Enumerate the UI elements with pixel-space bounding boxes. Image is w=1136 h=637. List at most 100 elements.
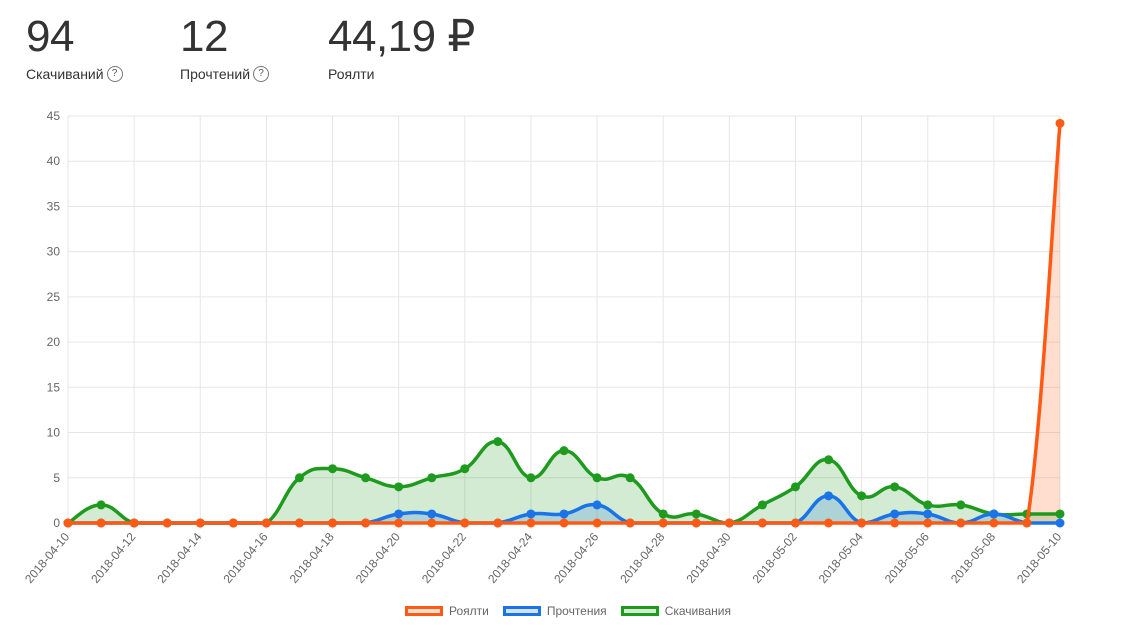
- data-point: [261, 518, 271, 528]
- legend-swatch: [405, 606, 443, 616]
- data-point: [328, 518, 338, 528]
- downloads-label: Скачиваний: [26, 66, 104, 82]
- data-point: [956, 518, 966, 528]
- data-point: [989, 509, 999, 519]
- x-tick-label: 2018-04-26: [551, 530, 601, 586]
- x-tick-label: 2018-04-16: [221, 530, 271, 586]
- downloads-help-icon[interactable]: ?: [106, 66, 123, 82]
- reads-count: 12: [180, 12, 228, 61]
- series-area: [68, 441, 1060, 523]
- data-point: [989, 518, 999, 528]
- data-point: [427, 509, 437, 519]
- data-point: [162, 518, 172, 528]
- data-point: [790, 518, 800, 528]
- x-tick-label: 2018-04-28: [617, 530, 667, 586]
- data-point: [493, 518, 503, 528]
- x-tick-label: 2018-05-08: [948, 530, 998, 586]
- royalty-label: Роялти: [328, 66, 375, 82]
- x-tick-label: 2018-04-20: [353, 530, 403, 586]
- data-point: [361, 473, 371, 483]
- data-point: [427, 473, 437, 483]
- data-point: [757, 518, 767, 528]
- y-tick-label: 45: [47, 109, 61, 123]
- data-point: [559, 509, 569, 519]
- data-point: [63, 518, 73, 528]
- data-point: [294, 518, 304, 528]
- data-point: [559, 518, 569, 528]
- data-point: [526, 473, 536, 483]
- x-tick-label: 2018-04-30: [683, 530, 733, 586]
- data-point: [427, 518, 437, 528]
- data-point: [195, 518, 205, 528]
- data-point: [96, 518, 106, 528]
- data-point: [691, 509, 701, 519]
- x-tick-label: 2018-04-24: [485, 530, 535, 586]
- x-tick-label: 2018-04-10: [22, 530, 72, 586]
- data-point: [923, 518, 933, 528]
- x-tick-label: 2018-05-10: [1014, 530, 1064, 586]
- line-chart: 0 5 10 15 20 25 30 35 40 45 2018-04-10 2018-04-12 20…: [22, 109, 1065, 586]
- x-tick-label: 2018-04-12: [88, 530, 138, 586]
- data-point: [658, 509, 668, 519]
- data-point: [824, 455, 834, 465]
- data-point: [625, 473, 635, 483]
- y-tick-label: 20: [47, 335, 61, 349]
- reads-help-icon[interactable]: ?: [253, 66, 270, 82]
- y-tick-label: 10: [47, 426, 61, 440]
- data-point: [1022, 518, 1032, 528]
- data-point: [493, 437, 503, 447]
- legend-label: Прочтения: [546, 604, 607, 618]
- x-tick-label: 2018-04-22: [419, 530, 469, 586]
- data-point: [890, 482, 900, 492]
- data-point: [658, 518, 668, 528]
- legend-swatch: [620, 606, 659, 616]
- legend-label: Скачивания: [664, 604, 731, 618]
- legend-swatch: [502, 606, 541, 616]
- data-point: [592, 500, 602, 510]
- data-point: [394, 482, 404, 492]
- reads-label: Прочтений: [180, 66, 251, 82]
- data-point: [592, 518, 602, 528]
- data-point: [923, 500, 933, 510]
- data-point: [96, 500, 106, 510]
- royalty-stat: 44,19 ₽ Роялти: [328, 12, 475, 82]
- y-tick-label: 40: [47, 154, 61, 168]
- downloads-stat: 94 Скачиваний ?: [26, 12, 123, 82]
- legend-item[interactable]: Скачивания: [620, 604, 731, 618]
- y-tick-label: 35: [47, 199, 61, 213]
- data-point: [294, 473, 304, 483]
- data-point: [1055, 518, 1065, 528]
- data-point: [1055, 509, 1065, 519]
- data-point: [824, 491, 834, 501]
- data-point: [460, 518, 470, 528]
- data-point: [857, 518, 867, 528]
- data-point: [824, 518, 834, 528]
- data-point: [460, 464, 470, 474]
- data-point: [757, 500, 767, 510]
- data-point: [724, 518, 734, 528]
- data-point: [857, 491, 867, 501]
- x-tick-label: 2018-04-18: [287, 530, 337, 586]
- data-point: [228, 518, 238, 528]
- data-point: [394, 509, 404, 519]
- royalty-amount: 44,19 ₽: [328, 12, 475, 61]
- data-point: [890, 518, 900, 528]
- x-tick-label: 2018-05-04: [816, 530, 866, 586]
- legend-item[interactable]: Прочтения: [502, 604, 607, 618]
- data-point: [890, 509, 900, 519]
- x-tick-label: 2018-05-06: [882, 530, 932, 586]
- data-point: [956, 500, 966, 510]
- y-tick-label: 25: [47, 290, 61, 304]
- data-point: [526, 509, 536, 519]
- x-tick-label: 2018-04-14: [154, 530, 204, 586]
- legend-item[interactable]: Роялти: [405, 604, 489, 618]
- y-tick-label: 5: [53, 471, 60, 485]
- data-point: [1055, 118, 1065, 128]
- stats-panel: 94 Скачиваний ? 12 Прочтений ? 44,19 ₽ Р…: [0, 0, 1136, 100]
- chart-legend: Роялти Прочтения Скачивания: [0, 604, 1136, 618]
- data-point: [526, 518, 536, 528]
- data-point: [625, 518, 635, 528]
- y-tick-label: 15: [47, 380, 61, 394]
- data-point: [394, 518, 404, 528]
- series-area: [68, 495, 1060, 523]
